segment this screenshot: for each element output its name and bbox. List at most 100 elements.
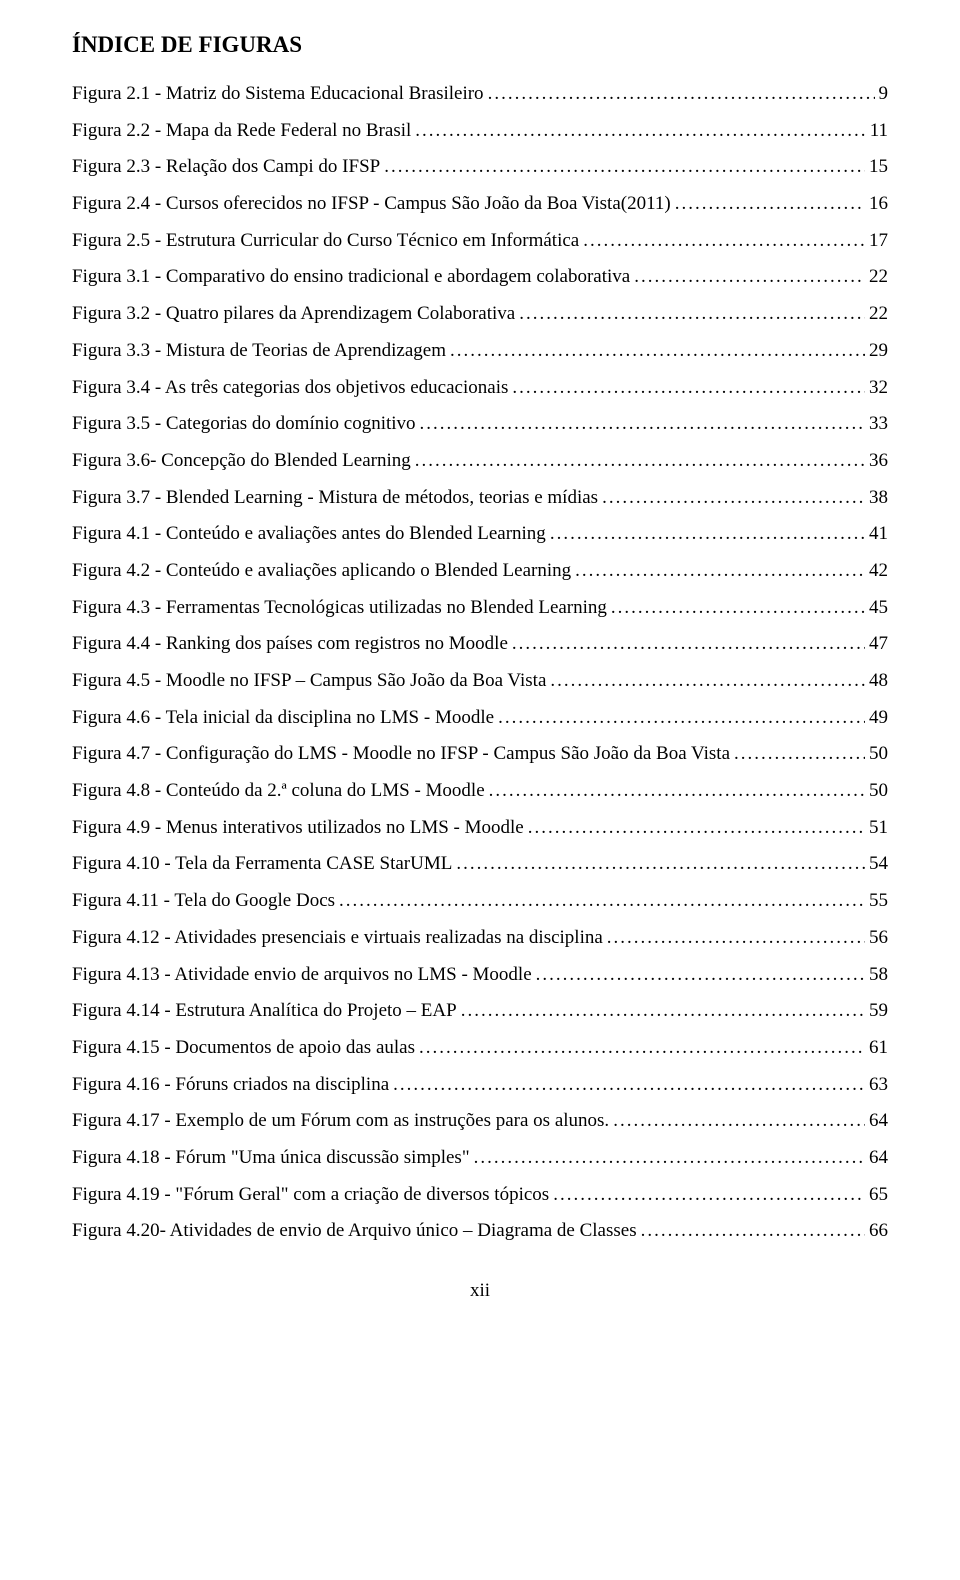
- toc-entry: Figura 4.1 - Conteúdo e avaliações antes…: [72, 524, 888, 543]
- toc-leader-dots: [498, 708, 865, 727]
- toc-entry-page: 15: [869, 157, 888, 176]
- toc-entry-label: Figura 4.17 - Exemplo de um Fórum com as…: [72, 1111, 609, 1130]
- toc-entry: Figura 3.6- Concepção do Blended Learnin…: [72, 451, 888, 470]
- toc-leader-dots: [415, 121, 865, 140]
- toc-leader-dots: [553, 1185, 865, 1204]
- toc-entry: Figura 4.20- Atividades de envio de Arqu…: [72, 1221, 888, 1240]
- toc-entry-label: Figura 4.1 - Conteúdo e avaliações antes…: [72, 524, 546, 543]
- toc-entry-page: 64: [869, 1148, 888, 1167]
- toc-leader-dots: [450, 341, 865, 360]
- toc-leader-dots: [512, 634, 865, 653]
- toc-entry-label: Figura 4.10 - Tela da Ferramenta CASE St…: [72, 854, 452, 873]
- toc-entry-page: 58: [869, 965, 888, 984]
- toc-entry: Figura 2.2 - Mapa da Rede Federal no Bra…: [72, 121, 888, 140]
- toc-entry: Figura 2.4 - Cursos oferecidos no IFSP -…: [72, 194, 888, 213]
- toc-leader-dots: [489, 781, 865, 800]
- page-number-footer: xii: [72, 1280, 888, 1302]
- toc-entry-label: Figura 3.4 - As três categorias dos obje…: [72, 378, 508, 397]
- toc-leader-dots: [607, 928, 865, 947]
- toc-entry: Figura 3.4 - As três categorias dos obje…: [72, 378, 888, 397]
- toc-entry: Figura 4.4 - Ranking dos países com regi…: [72, 634, 888, 653]
- toc-entry: Figura 3.5 - Categorias do domínio cogni…: [72, 414, 888, 433]
- toc-entry: Figura 4.3 - Ferramentas Tecnológicas ut…: [72, 598, 888, 617]
- toc-entry: Figura 3.7 - Blended Learning - Mistura …: [72, 488, 888, 507]
- toc-entry-page: 36: [869, 451, 888, 470]
- toc-entry: Figura 4.16 - Fóruns criados na discipli…: [72, 1075, 888, 1094]
- toc-entry: Figura 4.14 - Estrutura Analítica do Pro…: [72, 1001, 888, 1020]
- toc-entry-page: 38: [869, 488, 888, 507]
- toc-entry-label: Figura 3.5 - Categorias do domínio cogni…: [72, 414, 416, 433]
- toc-leader-dots: [634, 267, 865, 286]
- toc-entry-page: 51: [869, 818, 888, 837]
- toc-entry-page: 66: [869, 1221, 888, 1240]
- toc-entry-page: 55: [869, 891, 888, 910]
- toc-entry: Figura 4.18 - Fórum "Uma única discussão…: [72, 1148, 888, 1167]
- toc-list: Figura 2.1 - Matriz do Sistema Educacion…: [72, 84, 888, 1240]
- toc-leader-dots: [393, 1075, 865, 1094]
- toc-leader-dots: [474, 1148, 865, 1167]
- toc-entry-page: 16: [869, 194, 888, 213]
- toc-entry: Figura 4.8 - Conteúdo da 2.ª coluna do L…: [72, 781, 888, 800]
- toc-entry-page: 22: [869, 304, 888, 323]
- toc-entry-label: Figura 4.2 - Conteúdo e avaliações aplic…: [72, 561, 571, 580]
- toc-entry-page: 17: [869, 231, 888, 250]
- toc-leader-dots: [339, 891, 865, 910]
- toc-entry-label: Figura 2.2 - Mapa da Rede Federal no Bra…: [72, 121, 411, 140]
- toc-entry-label: Figura 4.9 - Menus interativos utilizado…: [72, 818, 524, 837]
- toc-leader-dots: [461, 1001, 865, 1020]
- toc-entry: Figura 4.17 - Exemplo de um Fórum com as…: [72, 1111, 888, 1130]
- toc-entry-page: 47: [869, 634, 888, 653]
- toc-entry-page: 49: [869, 708, 888, 727]
- toc-entry-label: Figura 4.3 - Ferramentas Tecnológicas ut…: [72, 598, 607, 617]
- toc-leader-dots: [536, 965, 865, 984]
- toc-entry-page: 11: [870, 121, 888, 140]
- toc-entry-page: 33: [869, 414, 888, 433]
- toc-entry-label: Figura 2.4 - Cursos oferecidos no IFSP -…: [72, 194, 671, 213]
- toc-leader-dots: [384, 157, 865, 176]
- toc-entry-page: 42: [869, 561, 888, 580]
- toc-entry-page: 61: [869, 1038, 888, 1057]
- toc-entry: Figura 4.12 - Atividades presenciais e v…: [72, 928, 888, 947]
- toc-entry-page: 50: [869, 744, 888, 763]
- toc-entry-page: 65: [869, 1185, 888, 1204]
- toc-entry-page: 63: [869, 1075, 888, 1094]
- toc-entry: Figura 2.3 - Relação dos Campi do IFSP 1…: [72, 157, 888, 176]
- toc-entry-label: Figura 3.7 - Blended Learning - Mistura …: [72, 488, 598, 507]
- toc-entry: Figura 3.1 - Comparativo do ensino tradi…: [72, 267, 888, 286]
- toc-entry-page: 45: [869, 598, 888, 617]
- toc-entry: Figura 3.2 - Quatro pilares da Aprendiza…: [72, 304, 888, 323]
- toc-entry: Figura 4.10 - Tela da Ferramenta CASE St…: [72, 854, 888, 873]
- toc-entry-label: Figura 4.19 - "Fórum Geral" com a criaçã…: [72, 1185, 549, 1204]
- toc-entry-label: Figura 4.6 - Tela inicial da disciplina …: [72, 708, 494, 727]
- toc-entry: Figura 4.15 - Documentos de apoio das au…: [72, 1038, 888, 1057]
- toc-leader-dots: [519, 304, 865, 323]
- toc-entry-label: Figura 4.5 - Moodle no IFSP – Campus São…: [72, 671, 546, 690]
- toc-entry-page: 50: [869, 781, 888, 800]
- toc-entry: Figura 4.5 - Moodle no IFSP – Campus São…: [72, 671, 888, 690]
- toc-entry-page: 48: [869, 671, 888, 690]
- toc-entry: Figura 4.9 - Menus interativos utilizado…: [72, 818, 888, 837]
- toc-leader-dots: [613, 1111, 865, 1130]
- page-title: ÍNDICE DE FIGURAS: [72, 32, 888, 58]
- toc-leader-dots: [734, 744, 865, 763]
- toc-leader-dots: [583, 231, 865, 250]
- toc-entry-label: Figura 4.14 - Estrutura Analítica do Pro…: [72, 1001, 457, 1020]
- toc-entry: Figura 2.5 - Estrutura Curricular do Cur…: [72, 231, 888, 250]
- toc-leader-dots: [550, 524, 865, 543]
- toc-leader-dots: [602, 488, 865, 507]
- toc-entry-label: Figura 3.2 - Quatro pilares da Aprendiza…: [72, 304, 515, 323]
- toc-entry-label: Figura 4.11 - Tela do Google Docs: [72, 891, 335, 910]
- toc-leader-dots: [415, 451, 865, 470]
- toc-entry-page: 56: [869, 928, 888, 947]
- toc-leader-dots: [488, 84, 875, 103]
- toc-entry: Figura 4.2 - Conteúdo e avaliações aplic…: [72, 561, 888, 580]
- toc-entry-page: 64: [869, 1111, 888, 1130]
- toc-entry-label: Figura 4.4 - Ranking dos países com regi…: [72, 634, 508, 653]
- toc-entry-page: 54: [869, 854, 888, 873]
- toc-leader-dots: [419, 1038, 865, 1057]
- toc-entry-page: 22: [869, 267, 888, 286]
- toc-entry-label: Figura 3.3 - Mistura de Teorias de Apren…: [72, 341, 446, 360]
- toc-entry: Figura 4.7 - Configuração do LMS - Moodl…: [72, 744, 888, 763]
- toc-leader-dots: [420, 414, 865, 433]
- toc-entry-label: Figura 2.1 - Matriz do Sistema Educacion…: [72, 84, 484, 103]
